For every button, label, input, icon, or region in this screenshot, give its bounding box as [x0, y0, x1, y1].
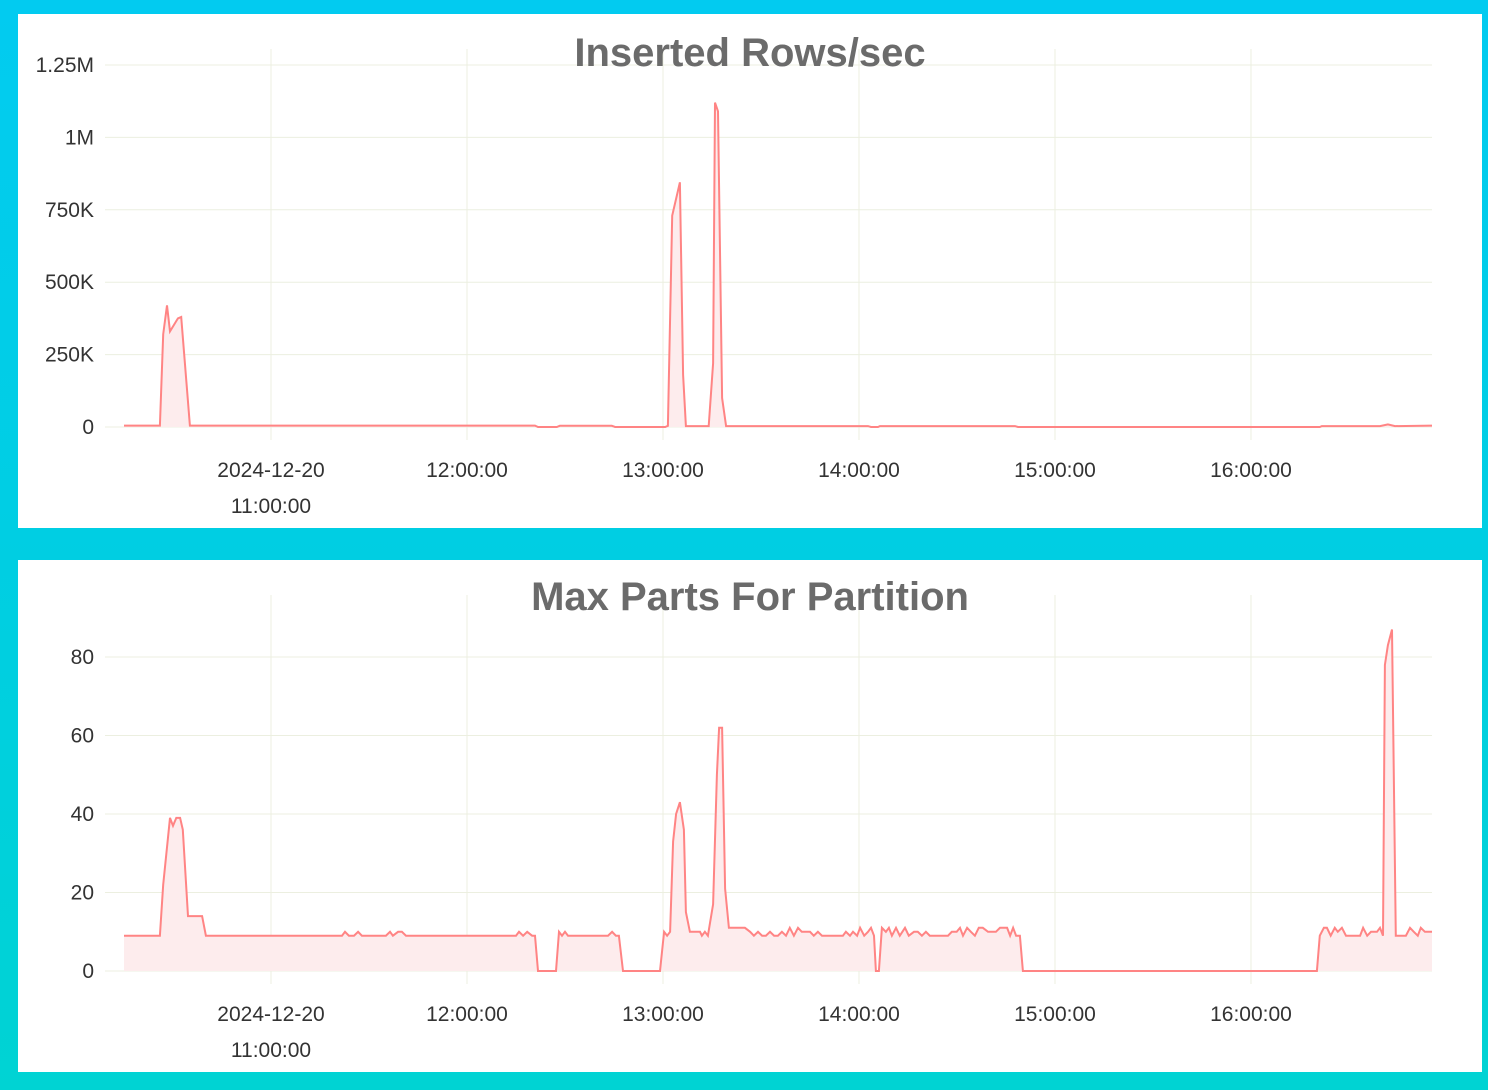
inserted-rows-chart: 0 250K 500K 750K 1M 1.25M 2024-12-20 11:00:00 12… — [36, 31, 1433, 518]
y-tick-label: 250K — [45, 344, 94, 367]
y-tick-label: 0 — [82, 960, 94, 983]
max-parts-panel: 0 20 40 60 80 2024-12-20 11:00:00 12:00:00 13:00… — [18, 560, 1482, 1072]
x-tick-label: 15:00:00 — [1014, 459, 1096, 482]
x-tick-label: 14:00:00 — [818, 1003, 900, 1026]
x-tick-label: 14:00:00 — [818, 459, 900, 482]
x-tick-label: 11:00:00 — [231, 495, 311, 518]
x-tick-label: 16:00:00 — [1210, 1003, 1292, 1026]
series-line — [124, 629, 1432, 972]
x-tick-label: 12:00:00 — [426, 1003, 508, 1026]
x-tick-label: 11:00:00 — [231, 1039, 311, 1062]
series-area — [124, 102, 1432, 427]
series-line — [124, 102, 1433, 428]
y-tick-label: 750K — [45, 199, 94, 222]
y-tick-label: 20 — [71, 882, 94, 905]
series-area — [124, 629, 1432, 971]
x-tick-label: 13:00:00 — [622, 459, 704, 482]
y-tick-label: 60 — [71, 725, 94, 748]
y-tick-label: 1M — [65, 126, 94, 149]
chart-title: Max Parts For Partition — [531, 575, 969, 619]
y-tick-label: 1.25M — [36, 54, 94, 77]
x-tick-label: 16:00:00 — [1210, 459, 1292, 482]
x-tick-label: 15:00:00 — [1014, 1003, 1096, 1026]
x-tick-label: 13:00:00 — [622, 1003, 704, 1026]
x-tick-label-date: 2024-12-20 — [217, 1003, 324, 1026]
y-tick-label: 0 — [82, 416, 94, 439]
chart-title: Inserted Rows/sec — [574, 31, 925, 75]
y-tick-label: 500K — [45, 271, 94, 294]
y-tick-label: 40 — [71, 803, 94, 826]
max-parts-chart: 0 20 40 60 80 2024-12-20 11:00:00 12:00:00 13:00… — [71, 575, 1432, 1062]
inserted-rows-panel: 0 250K 500K 750K 1M 1.25M 2024-12-20 11:00:00 12… — [18, 14, 1482, 528]
y-tick-label: 80 — [71, 646, 94, 669]
x-tick-label: 12:00:00 — [426, 459, 508, 482]
x-tick-label-date: 2024-12-20 — [217, 459, 324, 482]
